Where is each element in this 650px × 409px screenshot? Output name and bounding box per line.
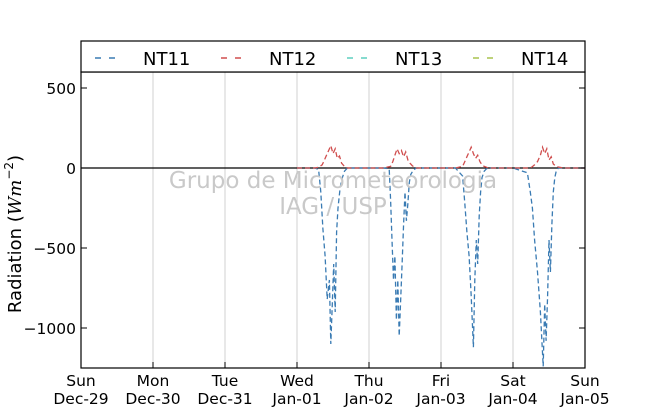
- x-tick-label-day: Fri: [432, 372, 450, 390]
- watermark-line-2: IAG / USP: [279, 194, 387, 220]
- x-tick-label-day: Wed: [280, 372, 314, 390]
- x-tick-label-date: Dec-31: [197, 390, 252, 408]
- watermark-line-1: Grupo de Micrometeorologia: [169, 168, 497, 194]
- x-tick-label-date: Dec-29: [53, 390, 108, 408]
- legend: NT11 NT12 NT13 NT14: [80, 40, 586, 73]
- x-tick-label-date: Jan-05: [559, 390, 609, 408]
- x-tick-label-day: Sat: [500, 372, 525, 390]
- y-axis-label-prefix: Radiation (: [5, 215, 26, 313]
- legend-label-nt12: NT12: [269, 49, 316, 70]
- y-tick-label: −500: [33, 240, 76, 258]
- axes: 5000−500−1000SunDec-29MonDec-30TueDec-31…: [24, 80, 610, 408]
- series-lines: [297, 143, 585, 367]
- x-tick-label-day: Sun: [66, 372, 96, 390]
- x-tick-label-date: Jan-01: [271, 390, 321, 408]
- x-tick-label-date: Dec-30: [125, 390, 180, 408]
- y-tick-label: −1000: [24, 320, 76, 338]
- x-tick-label-day: Sun: [570, 372, 600, 390]
- grid-lines: [152, 72, 514, 368]
- legend-box: [80, 40, 586, 73]
- y-axis-label-unit: Wm: [5, 180, 26, 216]
- legend-label-nt14: NT14: [521, 49, 568, 70]
- y-tick-label: 500: [46, 80, 76, 98]
- watermark: Grupo de Micrometeorologia IAG / USP: [169, 168, 497, 220]
- legend-label-nt13: NT13: [395, 49, 442, 70]
- series-line-nt12: [297, 143, 585, 169]
- x-tick-label-day: Thu: [353, 372, 383, 390]
- x-tick-label-date: Jan-03: [415, 390, 465, 408]
- y-axis-label-suffix: ): [5, 155, 26, 162]
- plot-area-frame: [80, 71, 586, 369]
- y-tick-label: 0: [66, 160, 76, 178]
- legend-label-nt11: NT11: [143, 49, 190, 70]
- x-tick-label-day: Tue: [211, 372, 238, 390]
- y-axis-label: Radiation (Wm−2): [2, 155, 26, 313]
- x-tick-label-date: Jan-02: [343, 390, 393, 408]
- x-tick-label-day: Mon: [137, 372, 170, 390]
- x-tick-label-date: Jan-04: [487, 390, 537, 408]
- y-axis-label-exponent: −2: [2, 162, 16, 180]
